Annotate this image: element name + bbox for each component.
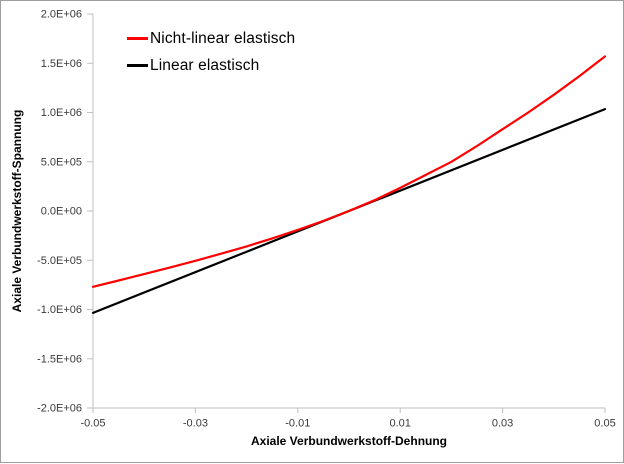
- legend-line-swatch-black: [127, 64, 148, 67]
- y-tick-label: 5.0E+05: [41, 156, 82, 168]
- y-tick-label: -5.0E+05: [37, 255, 82, 267]
- legend-line-swatch-red: [127, 37, 148, 40]
- legend-label-linear: Linear elastisch: [150, 56, 260, 74]
- series-line-nonlinear: [91, 55, 607, 288]
- x-tick-label: -0.01: [285, 418, 310, 430]
- x-tick-label: 0.01: [389, 418, 410, 430]
- y-tick-label: -1.5E+06: [37, 353, 82, 365]
- legend-item-linear: Linear elastisch: [127, 52, 295, 79]
- y-axis-title: Axiale Verbundwerkstoff-Spannung: [10, 109, 24, 313]
- x-tick-label: -0.03: [183, 418, 208, 430]
- y-tick-label: 1.5E+06: [41, 58, 82, 70]
- y-tick-label: 1.0E+06: [41, 107, 82, 119]
- legend-label-nonlinear: Nicht-linear elastisch: [150, 29, 296, 47]
- x-axis-title: Axiale Verbundwerkstoff-Dehnung: [250, 434, 448, 448]
- chart-legend: Nicht-linear elastisch Linear elastisch: [127, 25, 295, 79]
- legend-item-nonlinear: Nicht-linear elastisch: [127, 25, 295, 52]
- x-tick-label: 0.03: [492, 418, 513, 430]
- x-tick-label: 0.05: [594, 418, 615, 430]
- x-tick-label: -0.05: [80, 418, 105, 430]
- y-tick-label: 2.0E+06: [41, 9, 82, 21]
- y-tick-label: -1.0E+06: [37, 304, 82, 316]
- y-tick-label: 0.0E+00: [41, 206, 82, 218]
- y-tick-label: -2.0E+06: [37, 403, 82, 415]
